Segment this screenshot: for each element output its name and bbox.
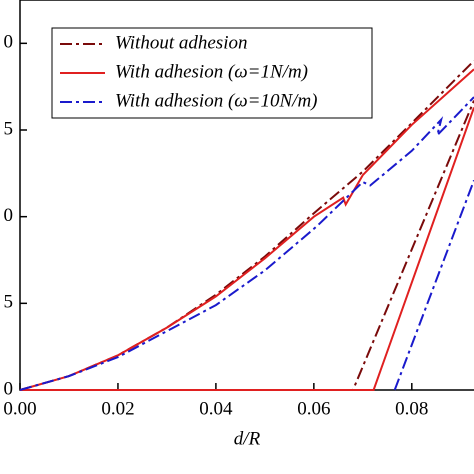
x-tick-label: 0.04: [199, 398, 233, 419]
legend-label: With adhesion (ω=10N/m): [115, 90, 318, 111]
x-tick-label: 0.00: [3, 398, 36, 419]
y-tick-label: 5: [4, 292, 14, 313]
y-tick-label: 5: [4, 118, 14, 139]
legend-box: [51, 27, 373, 119]
x-axis-label: d/R: [234, 428, 261, 449]
legend-label: Without adhesion: [115, 32, 247, 53]
legend-label: With adhesion (ω=1N/m): [115, 61, 308, 82]
x-tick-label: 0.06: [297, 398, 330, 419]
y-tick-label: 0: [4, 32, 14, 53]
x-tick-label: 0.02: [101, 398, 134, 419]
series-line: [19, 96, 474, 391]
x-tick-label: 0.08: [395, 398, 428, 419]
y-tick-label: 0: [4, 205, 14, 226]
series-line: [19, 68, 474, 391]
y-tick-label: 0: [4, 378, 14, 399]
